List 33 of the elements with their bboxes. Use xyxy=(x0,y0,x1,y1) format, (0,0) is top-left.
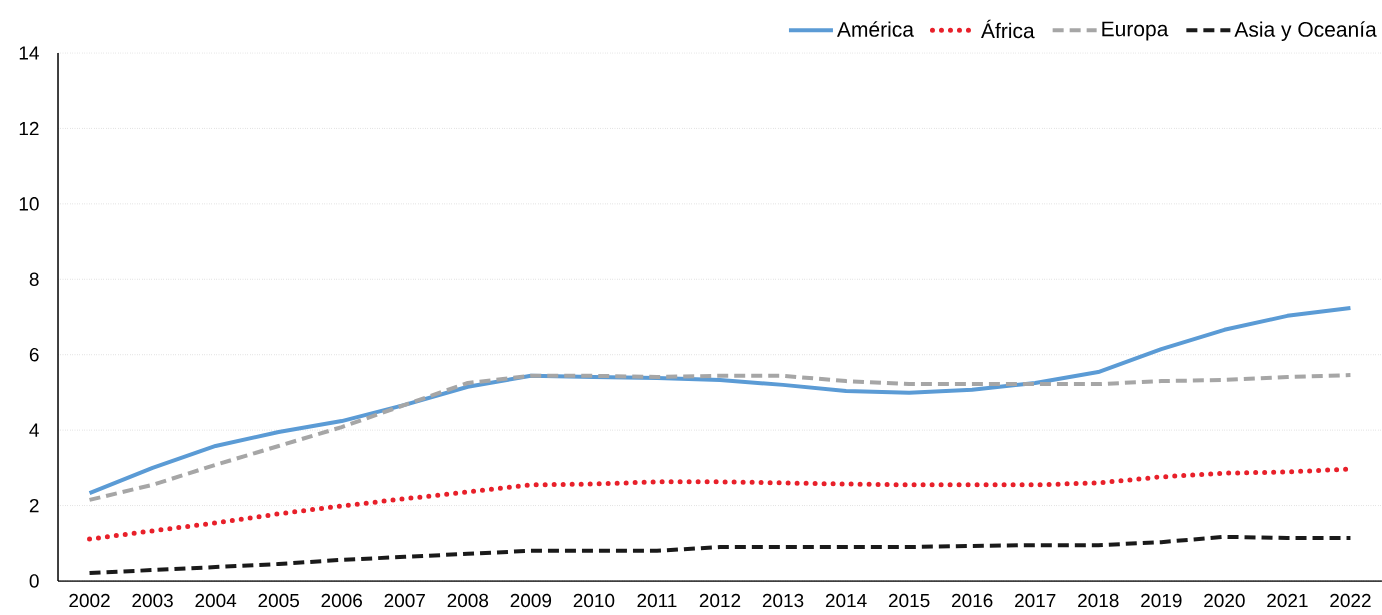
x-tick-label: 2004 xyxy=(195,593,237,608)
x-tick-label: 2018 xyxy=(1078,593,1119,608)
legend-label: África xyxy=(981,19,1035,39)
y-tick-label: 10 xyxy=(19,197,39,211)
legend-label: Europa xyxy=(1102,21,1169,41)
x-tick-label: 2021 xyxy=(1267,593,1308,608)
x-tick-label: 2009 xyxy=(510,593,552,608)
x-tick-label: 2013 xyxy=(762,593,804,608)
x-tick-label: 2012 xyxy=(699,593,741,608)
x-tick-label: 2014 xyxy=(825,593,867,608)
x-tick-label: 2019 xyxy=(1141,593,1182,608)
y-tick-label: 8 xyxy=(29,272,39,286)
x-tick-label: 2005 xyxy=(258,593,299,608)
x-tick-label: 2003 xyxy=(132,593,173,608)
legend-label: América xyxy=(837,21,914,37)
x-tick-label: 2002 xyxy=(69,593,110,608)
y-tick-label: 14 xyxy=(19,46,39,60)
x-tick-label: 2020 xyxy=(1204,593,1245,608)
x-tick-label: 2017 xyxy=(1015,593,1056,608)
x-tick-label: 2011 xyxy=(637,593,677,608)
y-tick-label: 2 xyxy=(29,498,39,513)
y-tick-label: 0 xyxy=(29,574,39,588)
y-tick-label: 12 xyxy=(19,121,39,136)
x-tick-label: 2022 xyxy=(1330,593,1371,608)
legend-label: Asia y Oceanía xyxy=(1234,21,1377,42)
x-tick-label: 2007 xyxy=(384,593,425,608)
y-tick-label: 4 xyxy=(29,423,39,437)
x-tick-label: 2016 xyxy=(952,593,993,608)
x-tick-label: 2015 xyxy=(888,593,930,608)
x-tick-label: 2008 xyxy=(447,593,489,608)
y-tick-label: 6 xyxy=(29,347,39,362)
x-tick-label: 2006 xyxy=(321,593,362,608)
x-tick-label: 2010 xyxy=(573,593,615,608)
